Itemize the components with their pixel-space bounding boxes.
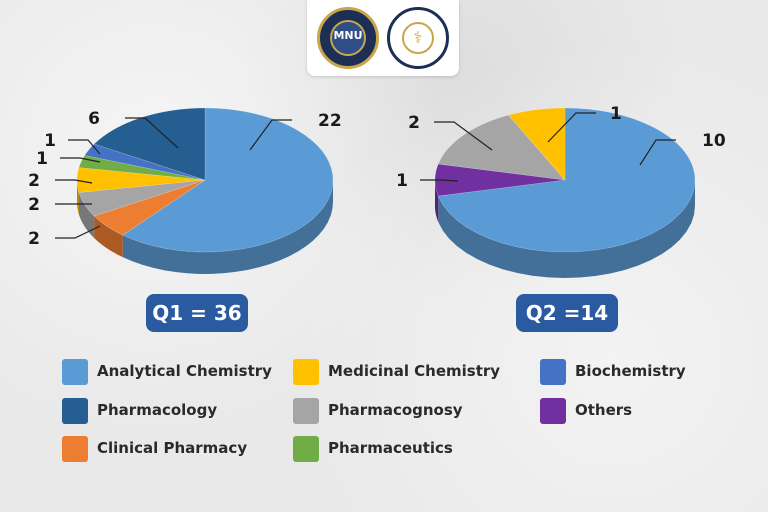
leader-line-pharmacology [125,117,179,149]
data-label-pharmacognosy: 2 [28,195,40,215]
data-label-medicinal-chemistry: 2 [28,171,40,191]
legend-swatch [62,436,88,462]
leader-line-others [420,179,459,182]
legend-label: Pharmacology [97,401,218,419]
legend-label: Biochemistry [575,362,686,380]
q1-total-badge: Q1 = 36 [146,294,248,332]
university-logo-text: MNU [333,29,363,42]
caduceus-icon: ⚕ [413,28,423,47]
legend-swatch [540,398,566,424]
data-label-pharmacology: 6 [88,109,100,129]
data-label-pharmaceutics: 1 [36,149,48,169]
header-logos: MNU ⚕ [307,0,459,76]
pie-side-medicinal-chemistry [77,180,79,215]
pie-side-others [435,180,439,223]
legend-swatch [293,398,319,424]
leader-line-medicinal-chemistry [547,112,596,143]
pie-slice-biochemistry [84,143,206,181]
pie-chart-q2: 10 1 2 1 [396,104,726,278]
pie-slice-analytical-chemistry [122,107,334,253]
leader-line-analytical-chemistry [249,119,292,151]
legend-swatch [62,398,88,424]
legend-label: Medicinal Chemistry [328,362,501,380]
q2-total-badge: Q2 =14 [516,294,618,332]
data-label-pharmacognosy: 2 [408,113,420,133]
pie-slice-clinical-pharmacy [93,179,206,236]
legend-swatch [540,359,566,385]
legend-label: Clinical Pharmacy [97,439,248,457]
leader-line-clinical-pharmacy [55,225,101,239]
pie-side-clinical-pharmacy [94,216,123,258]
faculty-logo: ⚕ [387,7,449,69]
data-label-analytical-chemistry: 10 [702,131,726,151]
pie-slice-medicinal-chemistry [508,107,566,181]
university-logo-ring [330,20,366,56]
university-logo: MNU [317,7,379,69]
leader-line-pharmaceutics [60,157,101,163]
pie-slice-pharmacognosy [78,179,206,217]
legend-swatch [293,436,319,462]
pie-side-analytical-chemistry [438,180,695,278]
legend-swatch [293,359,319,385]
legend-label: Others [575,401,633,419]
legend-label: Analytical Chemistry [97,362,272,380]
data-label-analytical-chemistry: 22 [318,111,342,131]
data-label-others: 1 [396,171,408,191]
leader-line-analytical-chemistry [639,139,676,166]
data-label-clinical-pharmacy: 2 [28,229,40,249]
data-label-medicinal-chemistry: 1 [610,104,622,124]
leader-line-pharmacognosy [434,121,493,151]
pie-slice-pharmacognosy [437,114,566,181]
faculty-logo-ring [402,22,434,54]
pie-side-analytical-chemistry [122,180,333,274]
leader-line-medicinal-chemistry [55,179,93,184]
data-label-biochemistry: 1 [44,131,56,151]
legend-swatch [62,359,88,385]
legend-label: Pharmacognosy [328,401,463,419]
pie-side-walls [435,180,695,278]
legend-label: Pharmaceutics [328,439,453,457]
leader-line-biochemistry [68,139,101,155]
pie-slice-analytical-chemistry [437,107,696,253]
pie-slice-pharmaceutics [78,155,206,181]
